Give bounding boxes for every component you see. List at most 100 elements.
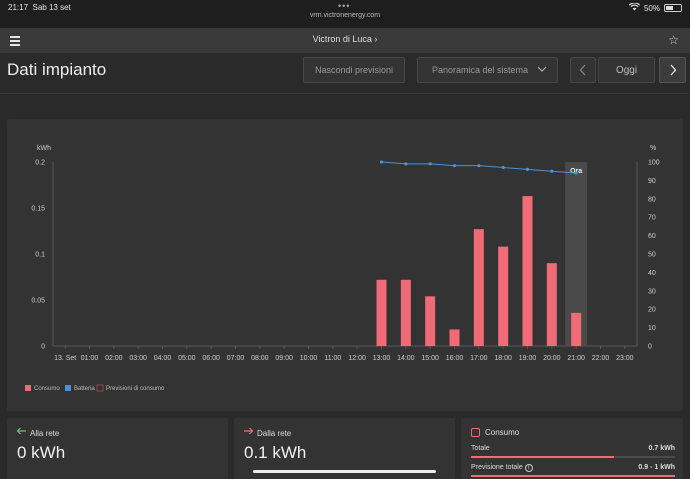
battery-icon (664, 4, 682, 12)
battery-point[interactable] (574, 171, 578, 175)
consumption-bar[interactable] (400, 279, 411, 346)
right-tick-label: 20 (648, 307, 656, 314)
consumption-bar[interactable] (498, 246, 509, 346)
next-day-button[interactable] (659, 57, 686, 83)
x-tick-label: 19:00 (519, 355, 537, 362)
y-tick-label: 0.05 (31, 298, 45, 305)
battery-percent: 50% (643, 3, 660, 13)
right-tick-label: 40 (648, 270, 656, 277)
consumption-forecast-label: Previsione totale (471, 464, 523, 471)
x-tick-label: 09:00 (275, 355, 293, 362)
x-tick-label: 01:00 (81, 355, 99, 362)
x-tick-label: 17:00 (470, 355, 488, 362)
info-icon[interactable]: i (524, 464, 533, 472)
energy-chart-panel: kWh % Ora 00.050.10.150.2 01020304050607… (7, 119, 683, 411)
battery-point[interactable] (501, 165, 505, 170)
y-tick-label: 0 (41, 344, 45, 351)
consumption-bar[interactable] (449, 329, 460, 346)
legend-item-label[interactable]: Batteria (74, 386, 95, 392)
legend-item-label[interactable]: Consumo (34, 386, 60, 392)
favorite-star-icon[interactable]: ☆ (668, 33, 679, 47)
right-tick-label: 50 (648, 252, 656, 259)
chevron-down-icon (537, 65, 547, 75)
battery-point[interactable] (404, 162, 408, 166)
from-grid-card[interactable]: Dalla rete 0.1 kWh (234, 418, 455, 479)
consumption-card[interactable]: Consumo Totale 0.7 kWh Previsione totale… (461, 418, 683, 479)
right-tick-label: 80 (648, 196, 656, 203)
right-tick-label: 0 (648, 344, 652, 351)
hamburger-menu-icon[interactable] (10, 36, 20, 48)
x-tick-label: 10:00 (300, 355, 318, 362)
overview-select-label: Panoramica del sistema (432, 65, 529, 75)
x-tick-label: 18:00 (494, 355, 512, 362)
scroll-indicator[interactable] (253, 470, 436, 473)
consumption-total-bar-fill (471, 456, 614, 458)
battery-point[interactable] (525, 167, 530, 171)
ios-status-bar: 21:17 Sab 13 set ••• vrm.victronenergy.c… (0, 0, 690, 28)
more-dots-icon[interactable]: ••• (338, 1, 351, 11)
to-grid-card[interactable]: Alla rete 0 kWh (7, 418, 228, 479)
x-tick-label: 06:00 (202, 355, 220, 362)
right-tick-label: 100 (648, 160, 660, 167)
consumption-bar[interactable] (522, 196, 533, 346)
x-tick-label: 03:00 (129, 355, 147, 362)
x-tick-label: 02:00 (105, 355, 123, 362)
battery-point[interactable] (379, 160, 384, 164)
consumption-bar[interactable] (376, 279, 387, 346)
top-nav: Victron di Luca › ☆ (0, 28, 690, 53)
site-title[interactable]: Victron di Luca › (312, 34, 378, 44)
overview-select[interactable]: Panoramica del sistema (417, 57, 558, 83)
address-bar-url[interactable]: vrm.victronenergy.com (309, 12, 381, 19)
consumption-total-row: Totale 0.7 kWh (471, 445, 675, 452)
legend-swatch (25, 385, 31, 391)
previous-day-button[interactable] (570, 57, 596, 83)
battery-point[interactable] (550, 169, 554, 173)
consumption-forecast-row: Previsione totale i 0.9 - 1 kWh (471, 464, 675, 472)
consumption-icon (471, 428, 480, 437)
consumption-bar[interactable] (473, 229, 484, 346)
left-axis-unit: kWh (37, 145, 51, 152)
now-highlight (565, 162, 588, 346)
right-tick-label: 60 (648, 233, 656, 240)
chevron-right-icon (670, 64, 676, 76)
x-tick-label: 13:00 (373, 355, 391, 362)
today-button[interactable]: Oggi (598, 57, 655, 83)
consumption-forecast-bar (471, 475, 675, 477)
consumption-bar[interactable] (546, 263, 557, 346)
hide-forecast-button[interactable]: Nascondi previsioni (303, 57, 405, 83)
x-tick-label: 14:00 (397, 355, 415, 362)
consumption-title: Consumo (485, 428, 520, 437)
legend-item-label[interactable]: Previsioni di consumo (106, 386, 165, 392)
consumption-bar[interactable] (571, 312, 582, 346)
battery-point[interactable] (452, 164, 457, 168)
status-right: 50% (628, 2, 682, 13)
consumption-forecast-bar-fill (471, 475, 675, 477)
x-tick-label: 04:00 (154, 355, 172, 362)
right-tick-label: 30 (648, 288, 656, 295)
consumption-total-bar (471, 456, 675, 458)
legend-swatch (96, 384, 104, 392)
x-tick-label: 16:00 (446, 355, 464, 362)
consumption-forecast-value: 0.9 - 1 kWh (638, 464, 675, 471)
x-tick-label: 20:00 (543, 355, 561, 362)
arrow-right-icon (243, 426, 254, 438)
header-divider (0, 93, 690, 94)
y-tick-label: 0.2 (35, 160, 45, 167)
consumption-total-label: Totale (471, 445, 490, 452)
battery-line (381, 161, 577, 174)
x-tick-label: 07:00 (227, 355, 245, 362)
chevron-left-icon (579, 64, 586, 76)
x-tick-label: 22:00 (592, 355, 610, 362)
page-title: Dati impianto (7, 60, 107, 79)
energy-chart[interactable]: kWh % Ora 00.050.10.150.2 01020304050607… (7, 119, 683, 411)
battery-point[interactable] (428, 162, 432, 166)
x-tick-label: 15:00 (421, 355, 439, 362)
consumption-bar[interactable] (425, 296, 436, 346)
battery-point[interactable] (477, 164, 481, 168)
to-grid-title: Alla rete (30, 429, 60, 438)
status-time: 21:17 Sab 13 set (8, 3, 71, 12)
x-tick-label: 13. Set (54, 355, 76, 362)
y-tick-label: 0.15 (31, 206, 45, 213)
from-grid-value: 0.1 kWh (244, 443, 307, 462)
x-tick-label: 23:00 (616, 355, 634, 362)
